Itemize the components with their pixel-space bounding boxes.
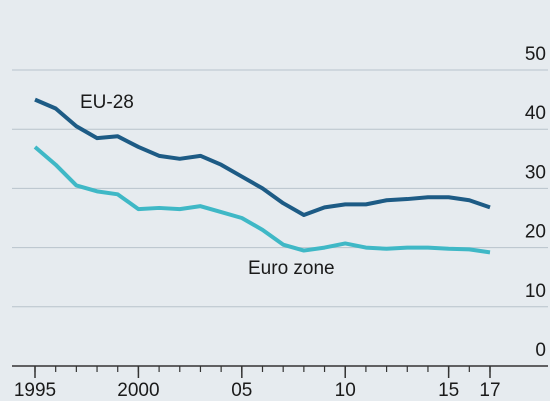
line-series	[34, 97, 491, 218]
y-tick-label: 0	[535, 340, 546, 361]
y-tick-label: 20	[525, 222, 546, 243]
x-tick-label: 05	[231, 380, 252, 401]
y-tick-label: 30	[525, 162, 546, 183]
x-tick-label: 17	[479, 380, 500, 401]
y-tick-label: 50	[525, 44, 546, 65]
x-tick-label: 10	[335, 380, 356, 401]
y-tick-label: 10	[525, 281, 546, 302]
x-tick-label: 1995	[14, 380, 56, 401]
x-tick-label: 15	[438, 380, 459, 401]
x-tick-label: 2000	[117, 380, 159, 401]
series-label: Euro zone	[248, 258, 335, 279]
series-label: EU-28	[80, 92, 134, 113]
y-tick-label: 40	[525, 103, 546, 124]
line-series	[33, 145, 491, 255]
